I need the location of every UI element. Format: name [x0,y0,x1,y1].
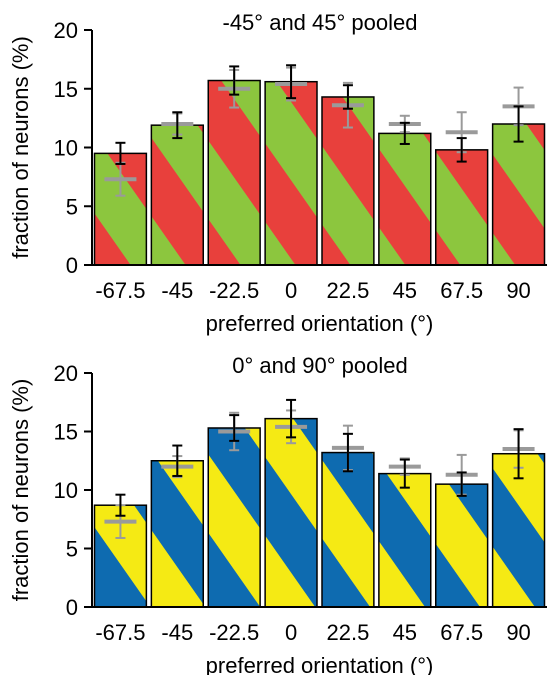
bar [150,460,204,608]
bar [207,79,261,266]
y-tick-label: 10 [54,478,78,503]
bar [435,483,489,608]
bar [150,124,204,266]
x-tick-label: -45 [161,278,193,303]
bar [378,132,432,266]
x-tick-label: 45 [393,620,417,645]
chart-panel-top: -45° and 45° pooled 0 5 10 15 20 -67.5 -45 -22.5… [8,10,547,336]
y-tick-label: 0 [66,595,78,620]
chart-panel-bottom: 0° and 90° pooled 0 5 10 15 20 -67.5 -45 -22.5 0 2… [8,353,547,675]
bar [321,451,375,608]
x-axis-label: preferred orientation (°) [206,311,434,336]
bar [378,472,432,608]
y-tick-label: 5 [66,537,78,562]
y-axis-label: fraction of neurons (%) [8,379,33,602]
chart-title: -45° and 45° pooled [223,10,418,35]
x-tick-label: 67.5 [440,620,483,645]
chart-title: 0° and 90° pooled [232,353,407,378]
x-tick-label: 67.5 [440,278,483,303]
x-tick-label: 90 [506,278,530,303]
x-tick-label: 90 [506,620,530,645]
bar [264,417,318,608]
y-tick-label: 15 [54,420,78,445]
y-tick-label: 10 [54,136,78,161]
y-axis-label: fraction of neurons (%) [8,36,33,259]
bar [207,427,261,608]
bar [435,149,489,266]
x-tick-label: 45 [393,278,417,303]
x-tick-label: 22.5 [327,278,370,303]
x-tick-label: 0 [285,278,297,303]
x-tick-label: 22.5 [327,620,370,645]
y-tick-label: 5 [66,194,78,219]
x-tick-label: 0 [285,620,297,645]
x-tick-label: -45 [161,620,193,645]
x-tick-label: -67.5 [95,278,145,303]
y-tick-label: 0 [66,253,78,278]
bar [264,80,318,266]
y-tick-label: 20 [54,361,78,386]
x-axis-label: preferred orientation (°) [206,653,434,675]
bar [491,123,546,266]
x-tick-label: -22.5 [209,620,259,645]
x-tick-label: -67.5 [95,620,145,645]
y-tick-label: 20 [54,18,78,43]
y-tick-label: 15 [54,77,78,102]
x-tick-label: -22.5 [209,278,259,303]
